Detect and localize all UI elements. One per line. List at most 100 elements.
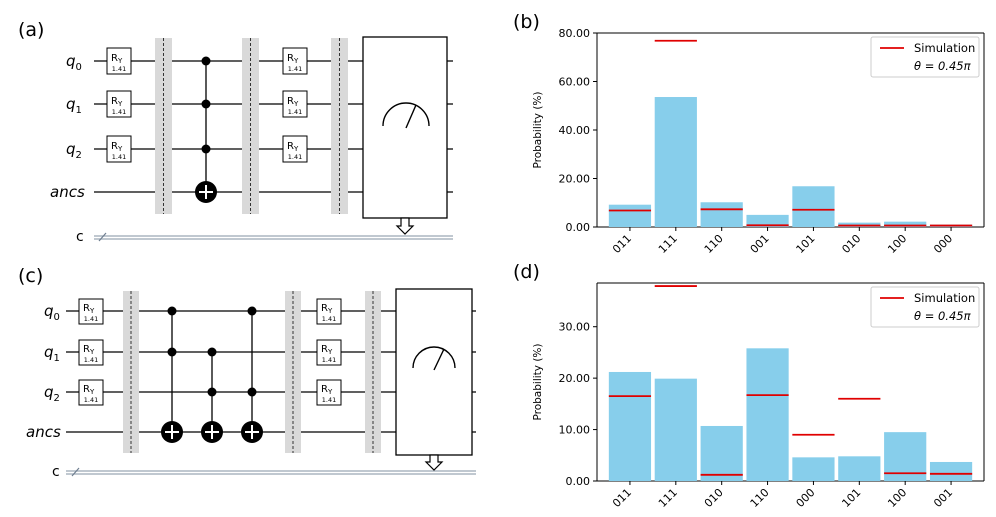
- ry-gate: RY1.41: [106, 47, 132, 75]
- y-ticks: 0.00 20.00 40.00 60.00 80.00: [559, 27, 597, 234]
- y-tick-label: 0.00: [566, 221, 591, 234]
- x-tick-label: 110: [748, 486, 772, 510]
- ry-gate: RY1.41: [282, 135, 308, 163]
- svg-text:RY: RY: [287, 53, 299, 65]
- bar: [608, 371, 652, 481]
- measure-arrow-icon: [424, 454, 444, 471]
- svg-text:1.41: 1.41: [322, 315, 336, 323]
- x-tick-label: 001: [748, 232, 772, 256]
- svg-text:RY: RY: [287, 141, 299, 153]
- x-ticks: 011 111 110 001 101 010 100 000: [610, 227, 955, 256]
- svg-text:RY: RY: [111, 53, 123, 65]
- panel-label-c: (c): [18, 265, 43, 287]
- classical-slash: [98, 232, 107, 242]
- x-tick-label: 010: [839, 232, 863, 256]
- bar: [654, 378, 697, 481]
- ry-gate: RY1.41: [316, 298, 342, 325]
- svg-text:1.41: 1.41: [288, 153, 302, 161]
- barrier: [242, 38, 259, 214]
- panel-label-b: (b): [513, 11, 540, 33]
- x-tick-label: 011: [610, 486, 634, 510]
- bars: [608, 348, 973, 481]
- svg-text:1.41: 1.41: [112, 65, 126, 73]
- svg-text:1.41: 1.41: [84, 396, 98, 404]
- qubit-label-ancs: ancs: [26, 423, 61, 441]
- x-tick-label: 111: [656, 486, 680, 510]
- meter-icon: [412, 346, 456, 369]
- svg-text:RY: RY: [321, 344, 333, 356]
- qubit-label-q0: q0: [44, 302, 60, 323]
- x-ticks: 011 111 010 110 000 101 100 001: [610, 481, 955, 510]
- x-tick-label: 010: [702, 486, 726, 510]
- qubit-label-ancs: ancs: [50, 183, 85, 201]
- toffoli-gate: [241, 306, 263, 443]
- y-tick-label: 60.00: [559, 76, 591, 89]
- y-axis-label: Probability (%): [532, 343, 544, 420]
- panel-label-d: (d): [513, 261, 540, 283]
- toffoli-gate: [201, 347, 223, 443]
- qubit-label-q0: q0: [66, 52, 82, 73]
- toffoli-gate: [161, 306, 183, 443]
- svg-text:RY: RY: [83, 384, 95, 396]
- legend-theta: θ = 0.45π: [914, 59, 972, 73]
- legend: Simulation θ = 0.45π: [870, 36, 980, 78]
- y-tick-label: 10.00: [559, 424, 591, 437]
- meter-icon: [382, 102, 430, 127]
- qubit-label-q1: q1: [44, 343, 60, 364]
- legend-theta: θ = 0.45π: [914, 309, 972, 323]
- x-tick-label: 100: [885, 486, 909, 510]
- chart-d: Probability (%) 0.00 10.00 20.00 30.00 011 1…: [532, 282, 985, 510]
- y-ticks: 0.00 10.00 20.00 30.00: [559, 321, 597, 488]
- svg-text:RY: RY: [321, 303, 333, 315]
- bar: [746, 348, 789, 481]
- chart-b: Probability (%) 0.00 20.00 40.00 60.00 80.00…: [532, 27, 985, 256]
- ry-gate: RY1.41: [106, 135, 132, 163]
- legend-label: Simulation: [914, 41, 975, 55]
- ry-gate: RY1.41: [78, 298, 104, 325]
- x-tick-label: 101: [839, 486, 863, 510]
- qubit-label-q1: q1: [66, 95, 82, 116]
- svg-text:1.41: 1.41: [112, 153, 126, 161]
- simulation-markers: [608, 285, 973, 476]
- svg-text:RY: RY: [321, 384, 333, 396]
- ry-gate: RY1.41: [78, 339, 104, 366]
- bar: [746, 214, 789, 227]
- barrier: [285, 291, 301, 453]
- ry-gate: RY1.41: [316, 379, 342, 406]
- x-tick-label: 100: [885, 232, 909, 256]
- qubit-label-q2: q2: [66, 140, 82, 161]
- qubit-label-q2: q2: [44, 383, 60, 404]
- y-axis-label: Probability (%): [532, 91, 544, 168]
- x-tick-label: 111: [656, 232, 680, 256]
- bar: [792, 186, 835, 227]
- y-tick-label: 20.00: [559, 372, 591, 385]
- svg-text:1.41: 1.41: [84, 315, 98, 323]
- y-tick-label: 80.00: [559, 27, 591, 40]
- svg-text:1.41: 1.41: [288, 108, 302, 116]
- classical-slash: [71, 467, 80, 477]
- bar: [884, 221, 927, 227]
- legend: Simulation θ = 0.45π: [870, 286, 980, 328]
- y-tick-label: 0.00: [566, 475, 591, 488]
- bar: [838, 456, 881, 481]
- svg-text:RY: RY: [83, 344, 95, 356]
- bar: [700, 425, 743, 481]
- measure-arrow-icon: [395, 217, 415, 235]
- bar: [929, 461, 973, 481]
- classical-label: c: [76, 229, 84, 245]
- ry-gate: RY1.41: [316, 339, 342, 366]
- x-tick-label: 110: [702, 232, 726, 256]
- measure-gate: [362, 36, 448, 235]
- svg-text:RY: RY: [111, 141, 123, 153]
- x-tick-label: 001: [931, 486, 955, 510]
- x-tick-label: 000: [931, 232, 955, 256]
- svg-text:1.41: 1.41: [84, 356, 98, 364]
- y-tick-label: 20.00: [559, 173, 591, 186]
- svg-text:RY: RY: [287, 96, 299, 108]
- svg-text:1.41: 1.41: [288, 65, 302, 73]
- classical-label: c: [52, 464, 60, 480]
- ry-gate: RY1.41: [282, 47, 308, 75]
- bar: [700, 202, 743, 227]
- svg-text:1.41: 1.41: [322, 396, 336, 404]
